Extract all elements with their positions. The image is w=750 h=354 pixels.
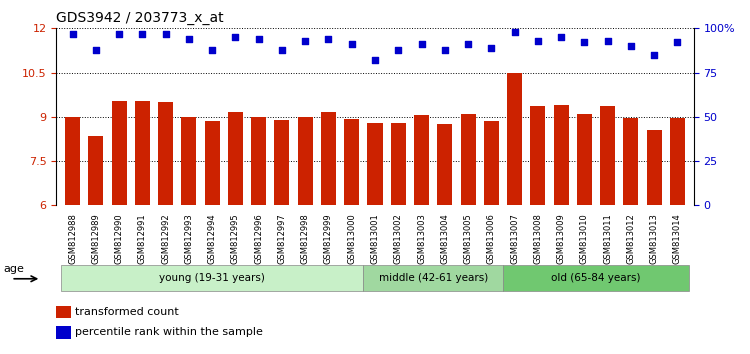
Point bbox=[346, 41, 358, 47]
Point bbox=[416, 41, 428, 47]
Point bbox=[602, 38, 613, 44]
Point bbox=[462, 41, 474, 47]
Point bbox=[230, 34, 242, 40]
Bar bbox=[503, 265, 689, 291]
Point bbox=[625, 43, 637, 49]
Text: age: age bbox=[4, 264, 25, 274]
Bar bbox=[321, 113, 336, 205]
Point bbox=[67, 31, 79, 36]
Point bbox=[160, 31, 172, 36]
Point bbox=[206, 47, 218, 52]
Bar bbox=[61, 265, 363, 291]
Bar bbox=[414, 115, 429, 205]
Text: young (19-31 years): young (19-31 years) bbox=[159, 273, 265, 283]
Point bbox=[322, 36, 334, 42]
Bar bbox=[344, 119, 359, 205]
Bar bbox=[56, 326, 70, 339]
Bar bbox=[158, 102, 173, 205]
Text: transformed count: transformed count bbox=[75, 307, 179, 317]
Bar bbox=[205, 121, 220, 205]
Point bbox=[555, 34, 567, 40]
Bar bbox=[88, 136, 104, 205]
Point bbox=[183, 36, 195, 42]
Bar bbox=[623, 118, 638, 205]
Point bbox=[578, 40, 590, 45]
Point bbox=[439, 47, 451, 52]
Point bbox=[392, 47, 404, 52]
Point bbox=[369, 57, 381, 63]
Point bbox=[671, 40, 683, 45]
Text: percentile rank within the sample: percentile rank within the sample bbox=[75, 327, 263, 337]
Bar bbox=[484, 121, 499, 205]
Text: old (65-84 years): old (65-84 years) bbox=[551, 273, 640, 283]
Point bbox=[253, 36, 265, 42]
Bar bbox=[437, 124, 452, 205]
Point bbox=[136, 31, 148, 36]
Bar bbox=[391, 123, 406, 205]
Bar bbox=[274, 120, 290, 205]
Bar bbox=[182, 117, 196, 205]
Point bbox=[485, 45, 497, 51]
Bar bbox=[577, 114, 592, 205]
Point bbox=[113, 31, 125, 36]
Bar bbox=[112, 101, 127, 205]
Bar bbox=[554, 105, 568, 205]
Point bbox=[509, 29, 520, 35]
Bar bbox=[228, 113, 243, 205]
Bar bbox=[56, 306, 70, 318]
Bar bbox=[368, 123, 382, 205]
Text: GDS3942 / 203773_x_at: GDS3942 / 203773_x_at bbox=[56, 11, 223, 25]
Point bbox=[532, 38, 544, 44]
Point bbox=[648, 52, 660, 58]
Bar bbox=[363, 265, 503, 291]
Bar bbox=[298, 117, 313, 205]
Point bbox=[299, 38, 311, 44]
Bar bbox=[646, 130, 662, 205]
Text: middle (42-61 years): middle (42-61 years) bbox=[379, 273, 488, 283]
Bar bbox=[460, 114, 476, 205]
Bar bbox=[135, 101, 150, 205]
Bar bbox=[65, 117, 80, 205]
Point bbox=[90, 47, 102, 52]
Bar bbox=[670, 118, 685, 205]
Bar bbox=[507, 74, 522, 205]
Bar bbox=[251, 118, 266, 205]
Point bbox=[276, 47, 288, 52]
Bar bbox=[530, 107, 545, 205]
Bar bbox=[600, 107, 615, 205]
